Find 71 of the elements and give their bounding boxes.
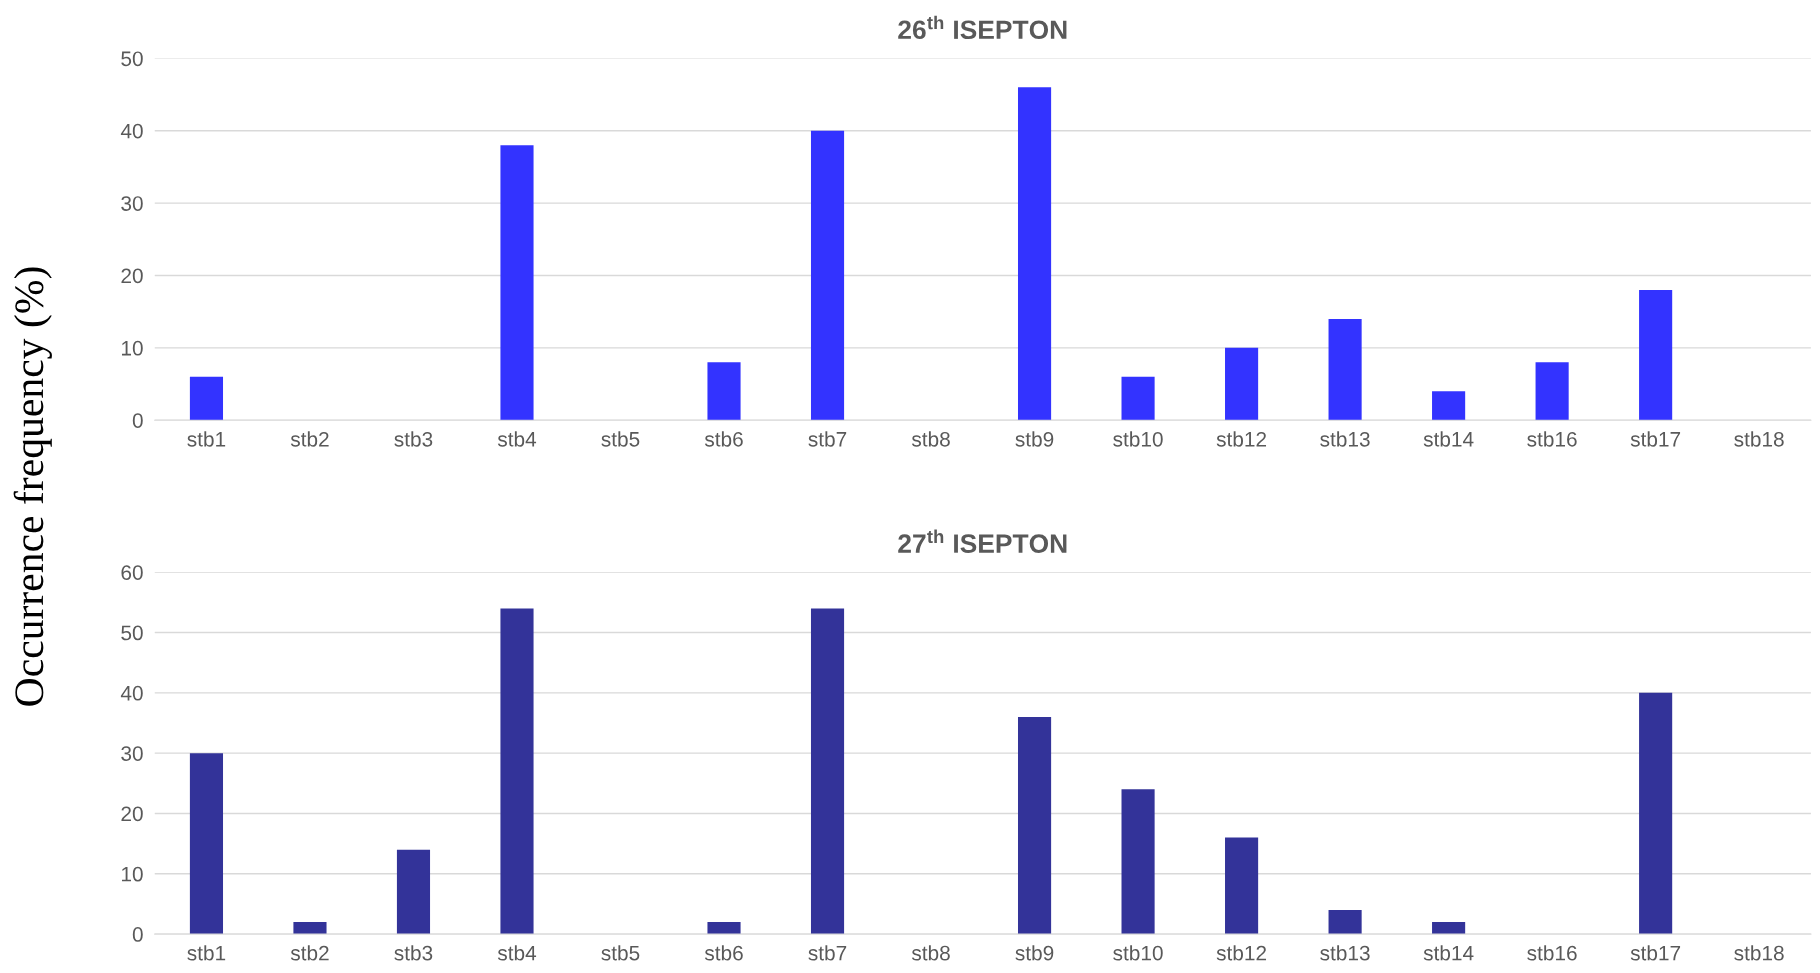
bar: [1639, 692, 1673, 935]
x-tick-label: stb1: [187, 945, 226, 961]
bar: [189, 753, 224, 935]
bar: [1535, 362, 1569, 421]
bar: [293, 922, 327, 935]
y-tick-label: 20: [121, 806, 143, 822]
x-tick-label: stb5: [601, 945, 640, 961]
y-axis-title: Occurrence frequency (%): [13, 267, 52, 706]
x-tick-label: stb12: [1216, 431, 1267, 447]
x-tick-label: stb13: [1320, 431, 1370, 447]
bar: [1225, 347, 1259, 421]
x-tick-label: stb7: [808, 431, 847, 447]
y-tick-label: 10: [122, 866, 143, 882]
bar: [500, 608, 534, 935]
x-tick-label: stb3: [394, 945, 433, 961]
y-tick-label: 50: [121, 51, 143, 67]
bar: [189, 376, 224, 421]
bar: [1121, 789, 1155, 935]
y-tick-label: 0: [132, 927, 143, 942]
bar: [500, 145, 534, 421]
x-tick-label: stb13: [1320, 945, 1370, 961]
bar: [1121, 376, 1155, 421]
x-tick-label: stb10: [1113, 431, 1163, 447]
bar: [1017, 716, 1052, 935]
bar: [707, 922, 741, 935]
y-tick-label: 0: [132, 413, 143, 428]
x-tick-label: stb17: [1630, 431, 1681, 447]
x-tick-label: stb8: [911, 945, 950, 961]
bar: [1328, 318, 1362, 421]
y-tick-label: 20: [121, 268, 143, 284]
x-tick-label: stb7: [808, 945, 847, 961]
y-tick-label: 40: [120, 685, 143, 701]
x-tick-label: stb17: [1630, 945, 1681, 961]
bar: [1328, 909, 1362, 935]
x-tick-label: stb4: [497, 945, 537, 961]
x-tick-label: stb2: [290, 945, 329, 961]
bar: [810, 130, 845, 421]
x-tick-label: stb3: [394, 431, 433, 447]
x-tick-label: stb9: [1015, 431, 1054, 447]
y-tick-label: 30: [121, 746, 143, 761]
x-tick-label: stb2: [290, 431, 329, 447]
y-tick-label: 40: [120, 123, 143, 139]
x-tick-label: stb5: [601, 431, 640, 447]
x-tick-label: stb16: [1527, 945, 1577, 961]
bar: [396, 849, 431, 935]
x-tick-label: stb4: [497, 431, 537, 447]
x-tick-label: stb9: [1015, 945, 1054, 961]
bar: [1432, 922, 1466, 935]
y-tick-label: 10: [122, 340, 143, 356]
x-tick-label: stb14: [1423, 945, 1474, 961]
y-tick-label: 50: [121, 625, 143, 641]
y-tick-label: 30: [121, 196, 143, 211]
x-tick-label: stb14: [1423, 431, 1474, 447]
bar: [1225, 837, 1259, 935]
chart-title: 27$^{th}$ ISEPTON: [898, 529, 1067, 553]
bar: [1639, 289, 1673, 421]
bar: [1017, 87, 1052, 421]
bar: [707, 362, 741, 421]
chart-title: 26$^{th}$ ISEPTON: [898, 15, 1067, 40]
x-tick-label: stb18: [1734, 431, 1784, 447]
x-tick-label: stb18: [1734, 945, 1784, 961]
x-tick-label: stb6: [704, 945, 743, 961]
x-tick-label: stb10: [1113, 945, 1163, 961]
y-tick-label: 60: [121, 565, 143, 580]
bar: [810, 608, 845, 935]
x-tick-label: stb1: [187, 431, 226, 447]
x-tick-label: stb6: [704, 431, 743, 447]
x-tick-label: stb8: [911, 431, 950, 447]
x-tick-label: stb12: [1216, 945, 1267, 961]
x-tick-label: stb16: [1527, 431, 1577, 447]
bar: [1432, 391, 1466, 421]
